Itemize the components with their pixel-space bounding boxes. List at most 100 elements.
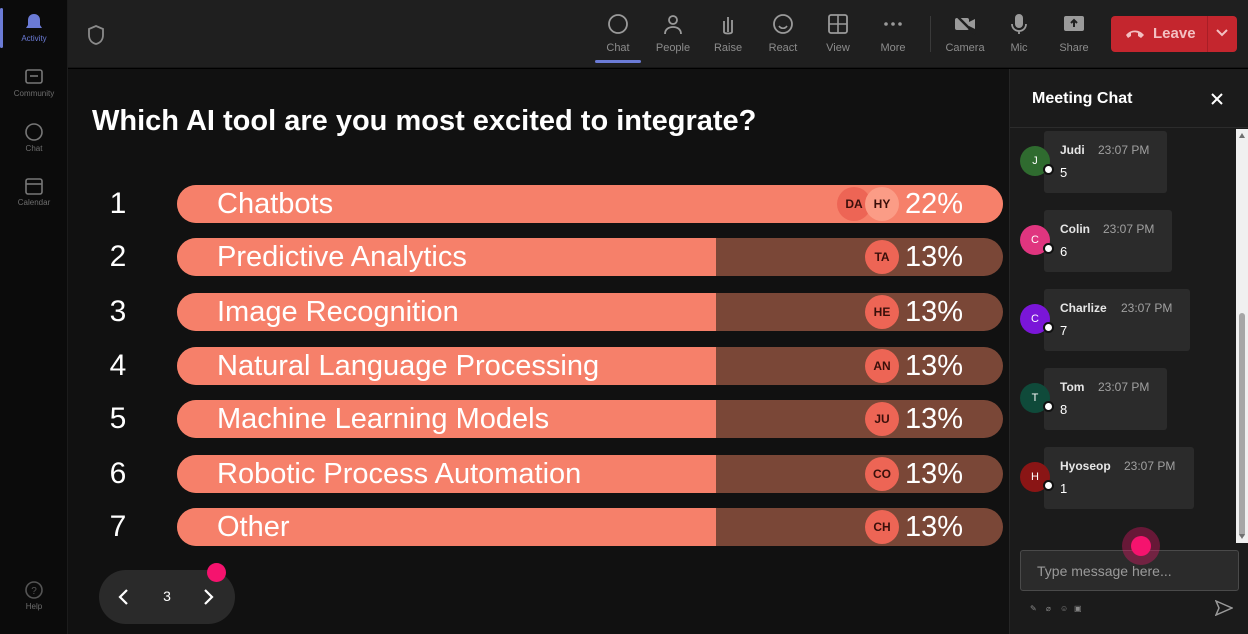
poll-option-bar: Chatbots DA HY 22% (177, 185, 1003, 223)
poll-option-bar: Image Recognition HE 13% (177, 293, 1003, 331)
rail-item-label: Help (25, 602, 43, 611)
page-number: 3 (163, 588, 171, 604)
scroll-up-arrow-icon[interactable] (1239, 133, 1245, 138)
poll-option-fill (177, 347, 716, 385)
toolbar-people-button[interactable]: People (648, 12, 698, 54)
toolbar-mic-button[interactable]: Mic (994, 12, 1044, 54)
chevron-left-icon[interactable] (117, 588, 131, 606)
chat-title: Meeting Chat (1032, 90, 1133, 107)
toolbar-more-button[interactable]: More (868, 12, 918, 54)
toolbar-view-button[interactable]: View (813, 12, 863, 54)
poll-option-fill (177, 238, 716, 276)
poll-option-label: Image Recognition (217, 296, 459, 328)
gif-icon[interactable]: ▣ (1074, 604, 1082, 613)
poll-option-label: Natural Language Processing (217, 350, 600, 382)
poll-option-fill (177, 293, 716, 331)
poll-stage: Which AI tool are you most excited to in… (68, 69, 1009, 634)
toolbar-raise-button[interactable]: Raise (703, 12, 753, 54)
help-icon: ? (25, 581, 43, 599)
rail-item-label: Chat (25, 144, 43, 153)
chat-message: Judi 23:07 PM 5 J (1020, 131, 1230, 193)
message-text: 5 (1060, 165, 1068, 180)
message-text: 6 (1060, 244, 1068, 259)
close-icon[interactable] (1209, 91, 1225, 107)
poll-option-rank: 5 (109, 402, 127, 435)
poll-option-label: Predictive Analytics (217, 241, 467, 273)
avatar: C (1020, 225, 1050, 255)
toolbar-react-button[interactable]: React (758, 12, 808, 54)
toolbar-label: Camera (945, 42, 985, 54)
rail-item-activity[interactable]: Activity (0, 8, 68, 48)
chat-message-input[interactable] (1020, 550, 1239, 591)
poll-option-percent: 13% (904, 403, 963, 435)
poll-question: Which AI tool are you most excited to in… (92, 105, 757, 137)
poll-option-fill (177, 508, 716, 546)
send-icon[interactable] (1215, 600, 1233, 616)
message-bubble: Judi 23:07 PM 5 (1044, 131, 1167, 193)
chevron-right-icon[interactable] (201, 588, 215, 606)
shield-icon[interactable] (86, 24, 106, 46)
bell-icon (26, 14, 42, 28)
toolbar-label: More (880, 42, 906, 54)
poll-option-percent: 13% (904, 296, 963, 328)
calendar-icon (25, 178, 43, 195)
rail-item-community[interactable]: Community (0, 67, 68, 98)
rail-item-chat[interactable]: Chat (0, 122, 68, 153)
poll-option-percent: 13% (904, 241, 963, 273)
chat-bubble-icon (608, 14, 628, 34)
leave-button[interactable]: Leave (1111, 16, 1237, 52)
message-bubble: Tom 23:07 PM 8 (1044, 368, 1167, 430)
rail-item-label: Activity (21, 34, 47, 43)
toolbar-camera-button[interactable]: Camera (940, 12, 990, 54)
attach-icon[interactable]: ⌀ (1046, 604, 1051, 613)
poll-option-rank: 2 (109, 240, 127, 273)
voter-avatar: AN (865, 349, 899, 383)
message-bubble: Colin 23:07 PM 6 (1044, 210, 1172, 272)
toolbar-share-button[interactable]: Share (1049, 12, 1099, 54)
people-icon (664, 15, 682, 35)
message-timestamp: 23:07 PM (1103, 222, 1155, 236)
message-bubble: Hyoseop 23:07 PM 1 (1044, 447, 1194, 509)
voter-avatar: CO (865, 457, 899, 491)
voter-avatar: HY (865, 187, 899, 221)
svg-text:?: ? (31, 586, 37, 597)
scroll-down-arrow-icon[interactable] (1239, 534, 1245, 539)
chat-header: Meeting Chat (1010, 69, 1248, 128)
poll-option-bar: Predictive Analytics TA 13% (177, 238, 1003, 276)
community-icon (25, 69, 43, 84)
toolbar-divider (930, 16, 931, 52)
poll-option-label: Robotic Process Automation (217, 458, 582, 490)
scrollbar-thumb[interactable] (1239, 313, 1245, 537)
voter-avatar: JU (865, 402, 899, 436)
leave-label: Leave (1153, 25, 1196, 42)
chat-scrollbar[interactable] (1236, 129, 1248, 543)
message-timestamp: 23:07 PM (1098, 143, 1150, 157)
poll-option-row: 1 Chatbots DA HY 22% (68, 185, 1009, 223)
poll-option-label: Machine Learning Models (217, 403, 550, 435)
toolbar-chat-button[interactable]: Chat (593, 12, 643, 63)
format-icon[interactable]: ✎ (1030, 604, 1037, 613)
poll-option-bar: Machine Learning Models JU 13% (177, 400, 1003, 438)
message-text: 1 (1060, 481, 1068, 496)
message-sender: Hyoseop (1060, 459, 1111, 473)
chevron-down-icon[interactable] (1215, 28, 1229, 38)
rail-item-help[interactable]: ? Help (0, 580, 68, 611)
cursor-indicator (207, 563, 226, 582)
poll-option-rank: 6 (109, 457, 127, 490)
message-sender: Judi (1060, 143, 1085, 157)
emoji-icon[interactable]: ☺ (1060, 604, 1069, 613)
app-rail: Activity Community Chat Calendar ? Help (0, 0, 68, 634)
message-text: 7 (1060, 323, 1068, 338)
camera-off-icon (954, 13, 976, 35)
rail-item-calendar[interactable]: Calendar (0, 176, 68, 207)
message-timestamp: 23:07 PM (1098, 380, 1150, 394)
poll-option-label: Chatbots (217, 188, 334, 220)
chat-icon (25, 123, 43, 141)
poll-option-bar: Other CH 13% (177, 508, 1003, 546)
toolbar-label: Mic (1010, 42, 1028, 54)
grid-view-icon (828, 14, 848, 34)
meeting-chat-panel: Meeting Chat Judi 23:07 PM 5 J Colin 23:07 PM… (1009, 69, 1248, 634)
poll-option-fill (177, 455, 716, 493)
poll-option-percent: 13% (904, 511, 963, 543)
message-sender: Colin (1060, 222, 1090, 236)
